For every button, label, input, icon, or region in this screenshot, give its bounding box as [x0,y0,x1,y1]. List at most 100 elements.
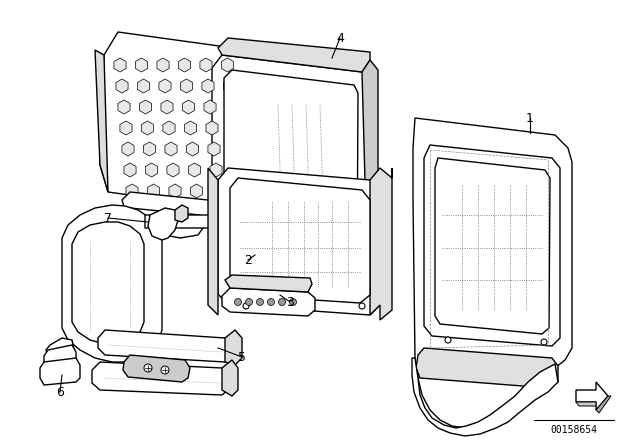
Polygon shape [141,121,154,135]
Polygon shape [126,184,138,198]
Polygon shape [191,184,203,198]
Polygon shape [184,121,196,135]
Polygon shape [98,330,232,362]
Polygon shape [212,55,368,300]
Polygon shape [145,338,220,352]
Polygon shape [167,163,179,177]
Polygon shape [360,60,378,305]
Polygon shape [163,121,175,135]
Polygon shape [138,79,150,93]
Circle shape [278,298,285,306]
Polygon shape [116,79,128,93]
Circle shape [245,287,251,293]
Polygon shape [145,163,157,177]
Polygon shape [169,184,181,198]
Circle shape [161,366,169,374]
Polygon shape [218,38,370,72]
Text: 1: 1 [526,112,534,125]
Polygon shape [180,79,193,93]
Circle shape [289,298,296,306]
Polygon shape [125,208,205,238]
Polygon shape [230,178,370,303]
Circle shape [144,364,152,372]
Polygon shape [223,79,236,93]
Polygon shape [114,58,126,72]
Polygon shape [62,205,162,362]
Polygon shape [576,402,596,406]
Polygon shape [147,184,159,198]
Polygon shape [204,100,216,114]
Polygon shape [46,338,74,362]
Text: 5: 5 [238,350,246,363]
Polygon shape [210,163,222,177]
Polygon shape [435,158,550,334]
Polygon shape [202,79,214,93]
Polygon shape [206,121,218,135]
Polygon shape [416,348,558,388]
Polygon shape [143,142,156,156]
Polygon shape [227,121,239,135]
Polygon shape [224,70,358,285]
Polygon shape [186,142,198,156]
Polygon shape [123,355,190,382]
Circle shape [257,298,264,306]
Polygon shape [576,382,608,410]
Polygon shape [221,58,234,72]
Polygon shape [136,58,148,72]
Polygon shape [424,145,560,346]
Polygon shape [208,142,220,156]
Polygon shape [95,50,108,192]
Polygon shape [118,100,130,114]
Polygon shape [122,142,134,156]
Circle shape [445,337,451,343]
Polygon shape [182,100,195,114]
Polygon shape [40,358,80,385]
Polygon shape [208,168,218,315]
Polygon shape [222,288,315,316]
Polygon shape [165,142,177,156]
Polygon shape [234,184,246,198]
Polygon shape [148,208,178,240]
Circle shape [246,298,253,306]
Polygon shape [157,58,169,72]
Text: 6: 6 [56,385,64,399]
Polygon shape [92,362,228,395]
Polygon shape [370,168,392,320]
Text: 3: 3 [286,296,294,309]
Polygon shape [232,163,244,177]
Polygon shape [248,50,260,200]
Polygon shape [159,79,171,93]
Circle shape [359,303,365,309]
Text: 2: 2 [244,254,252,267]
Polygon shape [179,58,191,72]
Polygon shape [72,222,144,344]
Polygon shape [175,205,188,222]
Polygon shape [100,32,256,210]
Circle shape [234,298,241,306]
Polygon shape [122,192,212,218]
Polygon shape [412,358,558,436]
Polygon shape [222,360,238,396]
Circle shape [243,303,249,309]
Polygon shape [124,163,136,177]
Text: 4: 4 [336,31,344,44]
Polygon shape [225,275,312,292]
Polygon shape [218,168,380,315]
Circle shape [342,292,348,298]
Polygon shape [188,163,200,177]
Polygon shape [225,100,237,114]
Text: 00158654: 00158654 [550,425,598,435]
Polygon shape [120,121,132,135]
Polygon shape [140,100,152,114]
Polygon shape [212,184,224,198]
Polygon shape [44,345,76,372]
Polygon shape [225,330,242,365]
Polygon shape [145,215,220,228]
Circle shape [268,298,275,306]
Polygon shape [413,118,572,428]
Polygon shape [229,142,241,156]
Circle shape [541,339,547,345]
Text: 7: 7 [104,211,112,224]
Polygon shape [596,396,611,413]
Polygon shape [161,100,173,114]
